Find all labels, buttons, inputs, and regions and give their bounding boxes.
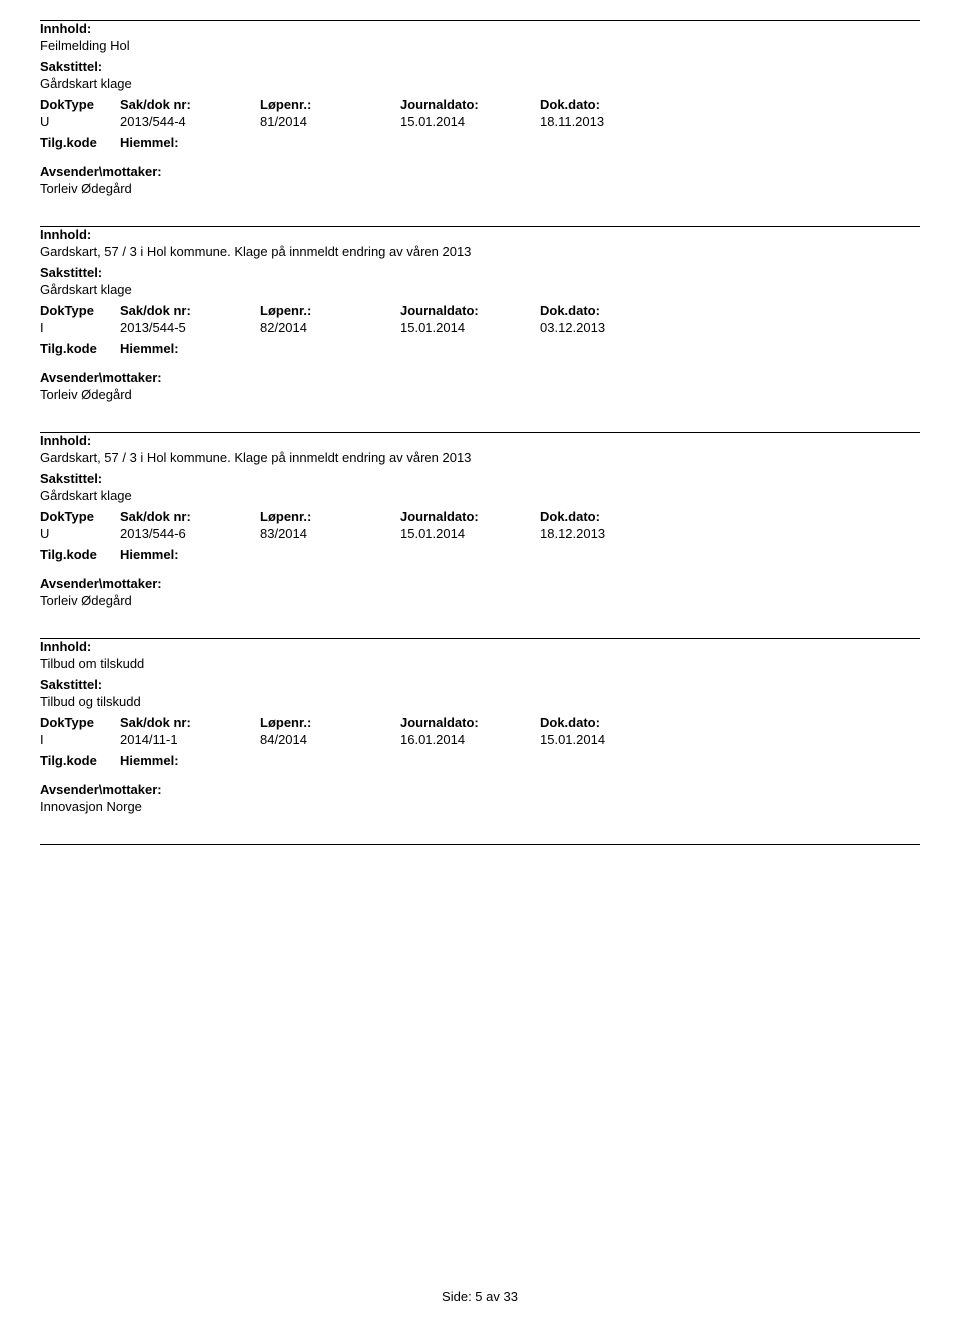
columns-header: DokType Sak/dok nr: Løpenr.: Journaldato… [40, 715, 920, 730]
journaldato-header: Journaldato: [400, 509, 540, 524]
sakstittel-label: Sakstittel: [40, 59, 920, 74]
tilgkode-header: Tilg.kode [40, 547, 120, 562]
doktype-header: DokType [40, 715, 120, 730]
doktype-value: I [40, 320, 120, 335]
sakstittel-label: Sakstittel: [40, 471, 920, 486]
hiemmel-header: Hiemmel: [120, 547, 260, 562]
journaldato-value: 16.01.2014 [400, 732, 540, 747]
journal-entry-3: Innhold: Gardskart, 57 / 3 i Hol kommune… [40, 433, 920, 608]
lopenr-value: 82/2014 [260, 320, 400, 335]
innhold-label: Innhold: [40, 227, 920, 242]
tilg-header: Tilg.kode Hiemmel: [40, 135, 920, 150]
tilg-section: Tilg.kode Hiemmel: [40, 753, 920, 768]
avsender-value: Torleiv Ødegård [40, 181, 920, 196]
lopenr-header: Løpenr.: [260, 97, 400, 112]
lopenr-header: Løpenr.: [260, 715, 400, 730]
avsender-section: Avsender\mottaker: Torleiv Ødegård [40, 370, 920, 402]
avsender-value: Innovasjon Norge [40, 799, 920, 814]
columns-row: U 2013/544-6 83/2014 15.01.2014 18.12.20… [40, 526, 920, 541]
lopenr-value: 84/2014 [260, 732, 400, 747]
journaldato-header: Journaldato: [400, 303, 540, 318]
avsender-label: Avsender\mottaker: [40, 370, 920, 385]
tilg-header: Tilg.kode Hiemmel: [40, 341, 920, 356]
tilg-section: Tilg.kode Hiemmel: [40, 341, 920, 356]
doktype-value: U [40, 114, 120, 129]
journaldato-value: 15.01.2014 [400, 114, 540, 129]
journal-entry-1: Innhold: Feilmelding Hol Sakstittel: Går… [40, 21, 920, 196]
avsender-section: Avsender\mottaker: Innovasjon Norge [40, 782, 920, 814]
lopenr-value: 83/2014 [260, 526, 400, 541]
doktype-value: I [40, 732, 120, 747]
dokdato-header: Dok.dato: [540, 509, 680, 524]
innhold-value: Tilbud om tilskudd [40, 656, 920, 671]
columns-header: DokType Sak/dok nr: Løpenr.: Journaldato… [40, 303, 920, 318]
sakdoknr-value: 2014/11-1 [120, 732, 260, 747]
columns-row: I 2014/11-1 84/2014 16.01.2014 15.01.201… [40, 732, 920, 747]
tilg-section: Tilg.kode Hiemmel: [40, 135, 920, 150]
sakstittel-value: Tilbud og tilskudd [40, 694, 920, 709]
avsender-value: Torleiv Ødegård [40, 593, 920, 608]
avsender-label: Avsender\mottaker: [40, 164, 920, 179]
innhold-label: Innhold: [40, 21, 920, 36]
dokdato-value: 18.12.2013 [540, 526, 680, 541]
sakstittel-value: Gårdskart klage [40, 488, 920, 503]
page-footer: Side: 5 av 33 [0, 1289, 960, 1304]
tilg-section: Tilg.kode Hiemmel: [40, 547, 920, 562]
dokdato-header: Dok.dato: [540, 715, 680, 730]
avsender-label: Avsender\mottaker: [40, 576, 920, 591]
doktype-value: U [40, 526, 120, 541]
sakdoknr-value: 2013/544-6 [120, 526, 260, 541]
tilg-header: Tilg.kode Hiemmel: [40, 753, 920, 768]
innhold-value: Gardskart, 57 / 3 i Hol kommune. Klage p… [40, 244, 920, 259]
doktype-header: DokType [40, 509, 120, 524]
tilgkode-header: Tilg.kode [40, 341, 120, 356]
dokdato-header: Dok.dato: [540, 97, 680, 112]
dokdato-value: 18.11.2013 [540, 114, 680, 129]
sakdoknr-header: Sak/dok nr: [120, 303, 260, 318]
journaldato-header: Journaldato: [400, 715, 540, 730]
sakdoknr-header: Sak/dok nr: [120, 715, 260, 730]
lopenr-header: Løpenr.: [260, 509, 400, 524]
tilg-header: Tilg.kode Hiemmel: [40, 547, 920, 562]
lopenr-value: 81/2014 [260, 114, 400, 129]
innhold-label: Innhold: [40, 433, 920, 448]
hiemmel-header: Hiemmel: [120, 341, 260, 356]
avsender-value: Torleiv Ødegård [40, 387, 920, 402]
doktype-header: DokType [40, 303, 120, 318]
sakstittel-label: Sakstittel: [40, 677, 920, 692]
sakstittel-value: Gårdskart klage [40, 282, 920, 297]
innhold-value: Feilmelding Hol [40, 38, 920, 53]
innhold-value: Gardskart, 57 / 3 i Hol kommune. Klage p… [40, 450, 920, 465]
lopenr-header: Løpenr.: [260, 303, 400, 318]
columns-row: I 2013/544-5 82/2014 15.01.2014 03.12.20… [40, 320, 920, 335]
avsender-label: Avsender\mottaker: [40, 782, 920, 797]
hiemmel-header: Hiemmel: [120, 135, 260, 150]
dokdato-header: Dok.dato: [540, 303, 680, 318]
avsender-section: Avsender\mottaker: Torleiv Ødegård [40, 576, 920, 608]
sakdoknr-value: 2013/544-4 [120, 114, 260, 129]
journaldato-value: 15.01.2014 [400, 526, 540, 541]
sakstittel-label: Sakstittel: [40, 265, 920, 280]
columns-row: U 2013/544-4 81/2014 15.01.2014 18.11.20… [40, 114, 920, 129]
divider-rule [40, 844, 920, 845]
tilgkode-header: Tilg.kode [40, 753, 120, 768]
avsender-section: Avsender\mottaker: Torleiv Ødegård [40, 164, 920, 196]
dokdato-value: 03.12.2013 [540, 320, 680, 335]
sakdoknr-header: Sak/dok nr: [120, 97, 260, 112]
sakstittel-value: Gårdskart klage [40, 76, 920, 91]
innhold-label: Innhold: [40, 639, 920, 654]
journal-entry-2: Innhold: Gardskart, 57 / 3 i Hol kommune… [40, 227, 920, 402]
doktype-header: DokType [40, 97, 120, 112]
journaldato-header: Journaldato: [400, 97, 540, 112]
sakdoknr-header: Sak/dok nr: [120, 509, 260, 524]
journal-entry-4: Innhold: Tilbud om tilskudd Sakstittel: … [40, 639, 920, 814]
columns-header: DokType Sak/dok nr: Løpenr.: Journaldato… [40, 97, 920, 112]
columns-header: DokType Sak/dok nr: Løpenr.: Journaldato… [40, 509, 920, 524]
tilgkode-header: Tilg.kode [40, 135, 120, 150]
dokdato-value: 15.01.2014 [540, 732, 680, 747]
journaldato-value: 15.01.2014 [400, 320, 540, 335]
sakdoknr-value: 2013/544-5 [120, 320, 260, 335]
hiemmel-header: Hiemmel: [120, 753, 260, 768]
